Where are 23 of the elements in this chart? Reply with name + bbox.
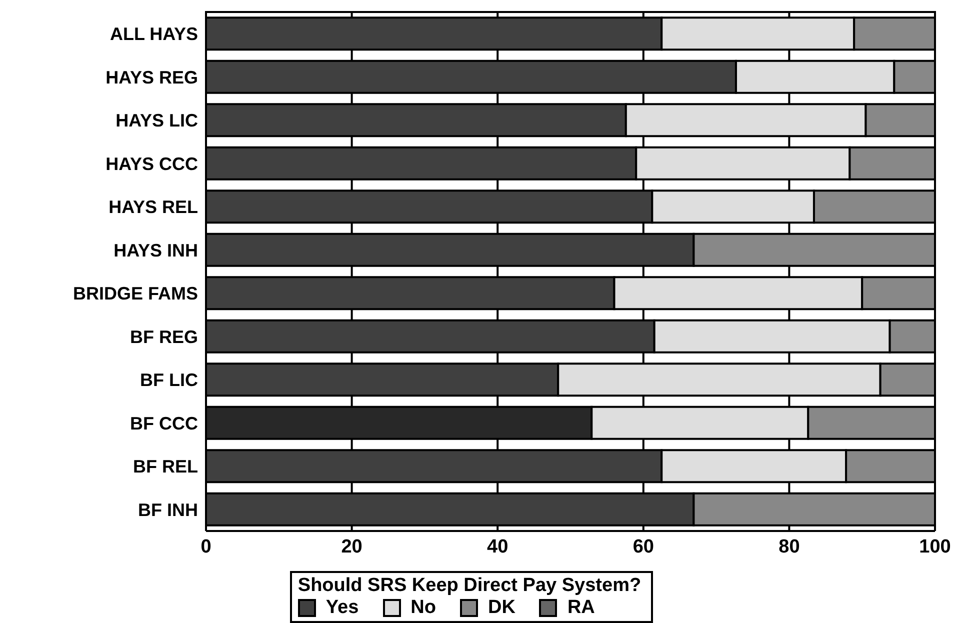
y-tick-label: BF REG — [130, 326, 198, 347]
y-tick-label: HAYS CCC — [106, 154, 198, 174]
x-tick-label: 80 — [778, 536, 800, 558]
x-tick-label: 40 — [487, 536, 508, 558]
legend-label: DK — [487, 597, 516, 619]
legend-label: RA — [566, 597, 595, 619]
y-tick-label: HAYS LIC — [116, 110, 198, 131]
legend-label: Yes — [324, 597, 359, 619]
x-tick-label: 100 — [919, 536, 951, 558]
x-tick-label: 60 — [632, 536, 654, 558]
y-tick-label: HAYS REL — [108, 197, 198, 218]
x-tick-label: 0 — [200, 536, 212, 558]
legend-title: Should SRS Keep Direct Pay System? — [298, 575, 642, 597]
y-tick-label: BF CCC — [130, 413, 198, 434]
y-tick-label: BRIDGE FAMS — [72, 284, 198, 304]
y-tick-label: BF REL — [133, 456, 198, 477]
y-tick-label: HAYS INH — [114, 240, 198, 260]
y-tick-label: ALL HAYS — [110, 24, 198, 44]
y-tick-label: BF LIC — [140, 370, 198, 390]
y-tick-label: BF INH — [138, 500, 198, 520]
x-tick-label: 20 — [341, 536, 362, 558]
y-tick-label: HAYS REG — [106, 67, 198, 88]
legend-label: No — [410, 597, 436, 619]
